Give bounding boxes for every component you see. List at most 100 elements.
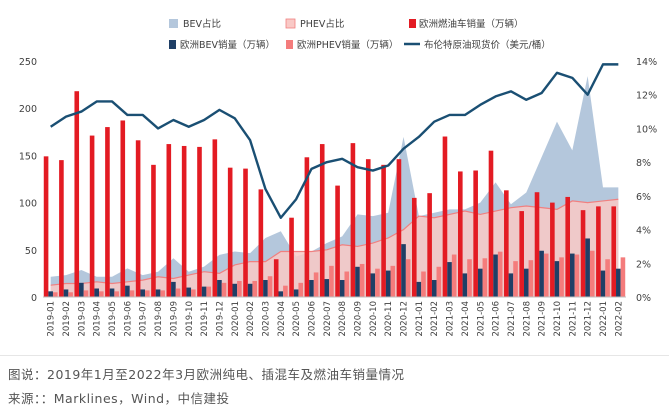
bev-sales-bar (416, 281, 422, 297)
phev-sales-bar (405, 259, 411, 297)
legend-label-phev-share: PHEV占比 (300, 18, 344, 30)
bev-sales-bar (309, 280, 314, 297)
x-tick-label: 2021-08 (522, 301, 532, 337)
bev-sales-bar (570, 253, 575, 297)
ice-sales-bar (304, 157, 310, 297)
ice-sales-bar (580, 210, 586, 297)
phev-sales-bar (620, 257, 626, 297)
ice-sales-bar (365, 159, 371, 297)
ice-sales-bar (74, 91, 80, 297)
phev-sales-bar (191, 289, 196, 297)
ice-sales-bar (488, 150, 494, 297)
x-tick-label: 2020-08 (338, 301, 348, 337)
legend: BEV占比 PHEV占比 欧洲燃油车销量（万辆） 欧洲BEV销量（万辆） 欧洲P… (169, 18, 551, 51)
phev-sales-bar (605, 259, 610, 297)
phev-sales-bar (68, 292, 73, 297)
bev-sales-bar (247, 283, 253, 297)
x-tick-label: 2021-12 (584, 301, 594, 337)
y-right-tick-label: 6% (636, 192, 651, 203)
x-tick-label: 2019-11 (200, 301, 210, 337)
y-left-tick-label: 200 (19, 104, 37, 115)
phev-sales-bar (436, 266, 442, 297)
x-tick-label: 2019-08 (154, 301, 164, 337)
y-left-axis: 0 50 100 150 200 250 (19, 57, 37, 304)
phev-sales-bar (98, 291, 104, 297)
ice-sales-bar (289, 217, 294, 297)
x-tick-label: 2022-02 (614, 301, 624, 337)
bev-sales-bar (339, 280, 345, 297)
bev-sales-bar (462, 273, 468, 297)
ice-sales-bar (335, 185, 340, 297)
x-tick-label: 2021-06 (492, 301, 502, 337)
phev-share-area (50, 199, 619, 297)
ice-sales-bar (166, 144, 172, 297)
y-left-tick-label: 50 (25, 246, 37, 257)
phev-sales-bar (283, 285, 288, 297)
phev-sales-bar (237, 280, 242, 297)
ice-sales-bar (381, 164, 386, 297)
legend-label-bev-share: BEV占比 (183, 18, 221, 30)
ice-sales-bar (151, 164, 156, 297)
phev-sales-bar (129, 290, 135, 297)
bev-sales-bar (201, 286, 207, 297)
x-tick-label: 2021-10 (553, 301, 563, 337)
x-tick-label: 2020-05 (292, 301, 302, 337)
legend-label-bev-sales: 欧洲BEV销量（万辆） (180, 39, 275, 51)
bev-sales-bar (401, 244, 406, 297)
x-tick-label: 2021-05 (476, 301, 486, 337)
x-tick-label: 2019-03 (77, 301, 87, 337)
phev-sales-bar (375, 268, 380, 297)
phev-sales-bar (421, 271, 426, 297)
x-tick-label: 2019-04 (93, 301, 103, 337)
phev-sales-bar (390, 265, 396, 297)
bev-sales-bar (293, 289, 299, 297)
ice-sales-bar (227, 167, 233, 297)
phev-sales-bar (574, 254, 580, 297)
combo-chart: BEV占比 PHEV占比 欧洲燃油车销量（万辆） 欧洲BEV销量（万辆） 欧洲P… (19, 18, 657, 337)
ice-sales-bar (458, 171, 463, 297)
phev-sales-bar (528, 260, 534, 297)
bev-sales-bar (155, 289, 161, 297)
bev-sales-bar (140, 289, 146, 297)
y-left-tick-label: 0 (31, 293, 37, 304)
phev-sales-bar (145, 290, 150, 297)
ice-sales-bar (89, 135, 95, 297)
x-tick-label: 2019-10 (185, 301, 195, 337)
y-right-tick-label: 8% (636, 158, 651, 169)
phev-sales-bar (329, 265, 334, 297)
phev-sales-bar (313, 272, 319, 297)
bev-sales-bar (447, 262, 452, 297)
bev-sales-bar (616, 268, 621, 297)
ice-sales-bar (519, 211, 524, 297)
x-tick-label: 2019-09 (169, 301, 179, 337)
ice-sales-bar (427, 193, 432, 297)
phev-sales-bar (206, 286, 211, 297)
bev-sales-bar (539, 250, 544, 297)
legend-swatch-bev-sales (169, 40, 176, 49)
x-tick-label: 2020-11 (384, 301, 394, 337)
ice-sales-bar (258, 189, 264, 297)
y-right-tick-label: 14% (636, 57, 657, 68)
y-right-tick-label: 10% (636, 124, 657, 135)
bev-sales-bar (385, 270, 391, 297)
phev-sales-bar (451, 254, 457, 297)
ice-sales-bar (565, 196, 571, 297)
phev-sales-bar (497, 251, 503, 297)
x-tick-label: 2020-12 (400, 301, 410, 337)
bev-sales-bar (79, 282, 84, 297)
x-tick-label: 2019-12 (215, 301, 225, 337)
phev-share-outline (50, 198, 619, 286)
ice-sales-bar (550, 202, 555, 297)
phev-sales-bar (267, 276, 273, 297)
ice-sales-bar (534, 192, 540, 297)
bev-sales-bar (585, 238, 590, 297)
x-tick-label: 2021-02 (430, 301, 440, 337)
ice-sales-bar (442, 136, 448, 297)
ice-sales-bar (396, 159, 402, 297)
bev-sales-bar (370, 273, 376, 297)
ice-sales-bar (105, 127, 110, 297)
figure-source: 来源：：Marklines，Wind，中信建投 (8, 391, 230, 406)
x-tick-label: 2019-06 (123, 301, 133, 337)
bev-sales-bar (63, 289, 69, 297)
bev-sales-bar (109, 288, 115, 297)
